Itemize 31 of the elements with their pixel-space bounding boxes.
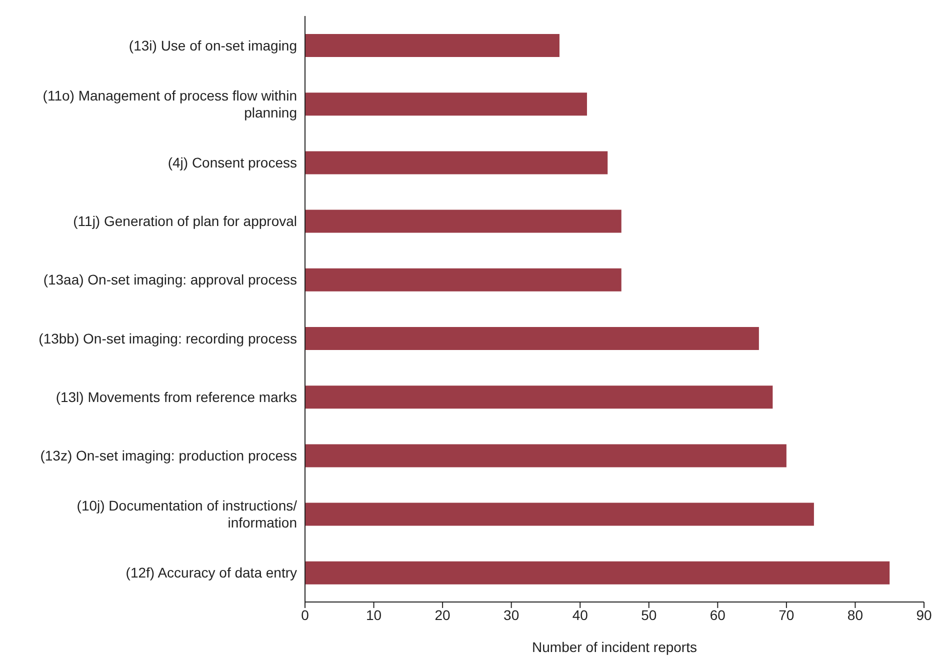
- y-tick-label: (13bb) On-set imaging: recording process: [38, 330, 297, 346]
- bar: [305, 268, 622, 292]
- x-tick-label: 30: [504, 606, 520, 623]
- y-tick-label: (13z) On-set imaging: production process: [40, 448, 297, 464]
- y-tick-label: (4j) Consent process: [168, 154, 297, 170]
- x-tick-label: 0: [301, 606, 310, 623]
- bar: [305, 444, 786, 468]
- x-tick-label: 90: [916, 606, 932, 623]
- y-tick-label: (13aa) On-set imaging: approval process: [43, 272, 297, 288]
- bar: [305, 327, 759, 350]
- bar: [305, 502, 814, 526]
- y-tick-label: (11j) Generation of plan for approval: [73, 213, 297, 230]
- y-tick-label: (12f) Accuracy of data entry: [126, 564, 297, 581]
- x-tick-label: 10: [366, 606, 382, 623]
- y-tick-label: (13i) Use of on-set imaging: [128, 37, 297, 54]
- x-tick-label: 40: [572, 606, 588, 623]
- x-tick-label: 80: [847, 606, 864, 623]
- y-tick-label: (11o) Management of process flow within planning: [42, 87, 297, 120]
- x-axis-title: Number of incident reports: [532, 639, 697, 655]
- y-tick-label: (10j) Documentation of instructions/ information: [76, 498, 298, 531]
- x-tick-label: 20: [434, 606, 451, 623]
- x-tick-label: 60: [710, 606, 726, 623]
- bar: [305, 386, 773, 409]
- bar: [305, 151, 608, 174]
- bar: [305, 34, 560, 57]
- bar: [305, 210, 622, 233]
- y-tick-label: (13l) Movements from reference marks: [56, 388, 297, 405]
- x-tick-label: 50: [641, 606, 657, 623]
- x-tick-label: 70: [778, 606, 794, 623]
- bar: [305, 92, 587, 116]
- bar: [305, 561, 890, 584]
